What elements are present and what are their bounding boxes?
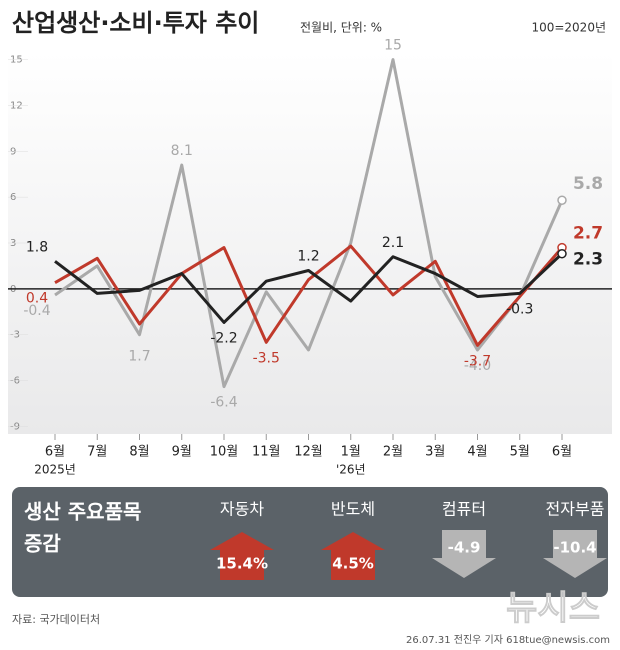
watermark: 뉴시스 bbox=[506, 589, 600, 629]
value-label: 5.8 bbox=[573, 174, 603, 194]
value-label: -0.3 bbox=[506, 301, 533, 317]
y-tick-label: -3 bbox=[10, 330, 20, 341]
value-label: 2.1 bbox=[382, 235, 404, 251]
credit: 26.07.31 전진우 기자 618tue@newsis.com bbox=[406, 634, 610, 646]
end-point bbox=[557, 248, 567, 259]
arrow-up bbox=[321, 532, 385, 580]
value-label: 0.4 bbox=[26, 291, 48, 307]
plot-background bbox=[8, 52, 612, 434]
panel-title: 증감 bbox=[24, 532, 61, 556]
x-tick-label: 5월 bbox=[510, 445, 530, 460]
item-value: 15.4% bbox=[216, 555, 268, 573]
y-tick-label: 9 bbox=[10, 146, 16, 157]
end-point bbox=[557, 195, 567, 205]
x-tick-label: 6월 bbox=[552, 445, 572, 460]
value-label: -0.4 bbox=[23, 303, 50, 319]
y-tick-label: -6 bbox=[10, 376, 20, 387]
chart-note: 100=2020년 bbox=[531, 21, 606, 35]
item-value: -10.4 bbox=[553, 539, 596, 557]
x-tick-label: 3월 bbox=[425, 445, 445, 460]
annotation: 1.7 bbox=[128, 349, 150, 365]
x-tick-label: 8월 bbox=[129, 445, 149, 460]
item-value: 4.5% bbox=[332, 555, 374, 573]
x-tick-label: 1월 bbox=[341, 445, 361, 460]
x-sublabel: 2025년 bbox=[34, 463, 76, 477]
chart-title: 산업생산·소비·투자 추이 bbox=[12, 9, 259, 37]
item-name: 컴퓨터 bbox=[442, 500, 486, 519]
series-line bbox=[54, 244, 564, 347]
panel-title: 생산 주요품목 bbox=[24, 500, 141, 524]
value-label: 8.1 bbox=[171, 143, 193, 159]
x-tick-label: 7월 bbox=[87, 445, 107, 460]
arrow-down bbox=[432, 530, 496, 578]
item-name: 전자부품 bbox=[546, 500, 605, 519]
x-tick-label: 12월 bbox=[294, 445, 323, 460]
chart-subtitle: 전월비, 단위: % bbox=[300, 21, 382, 35]
value-label: 15 bbox=[384, 38, 402, 54]
value-label: 1.8 bbox=[26, 239, 48, 255]
y-tick-label: 12 bbox=[10, 100, 23, 111]
arrow-up bbox=[210, 532, 274, 580]
series-line bbox=[54, 58, 564, 389]
x-tick-label: 9월 bbox=[172, 445, 192, 460]
series-line bbox=[54, 252, 564, 324]
x-tick-label: 10월 bbox=[210, 445, 239, 460]
y-tick-label: 3 bbox=[10, 238, 16, 249]
item-value: -4.9 bbox=[448, 539, 481, 557]
value-label: 1.2 bbox=[297, 249, 319, 265]
value-label: -3.7 bbox=[464, 353, 491, 369]
x-tick-label: 4월 bbox=[467, 445, 487, 460]
y-tick-label: 15 bbox=[10, 55, 23, 66]
x-tick-label: 6월 bbox=[45, 445, 65, 460]
item-name: 반도체 bbox=[331, 500, 375, 519]
x-tick-label: 11월 bbox=[252, 445, 281, 460]
value-label: -6.4 bbox=[210, 395, 237, 411]
y-tick-label: 6 bbox=[10, 192, 16, 203]
source: 자료: 국가데이터처 bbox=[12, 613, 100, 626]
value-label: -2.2 bbox=[210, 330, 237, 346]
value-label: -3.5 bbox=[253, 350, 280, 366]
x-sublabel: '26년 bbox=[336, 463, 366, 477]
y-tick-label: -9 bbox=[10, 421, 20, 432]
value-label: -4.0 bbox=[464, 358, 491, 374]
arrow-down bbox=[543, 530, 607, 578]
value-label: 2.7 bbox=[573, 224, 603, 244]
item-name: 자동차 bbox=[220, 500, 264, 519]
x-tick-label: 2월 bbox=[383, 445, 403, 460]
value-label: 2.3 bbox=[573, 250, 603, 270]
